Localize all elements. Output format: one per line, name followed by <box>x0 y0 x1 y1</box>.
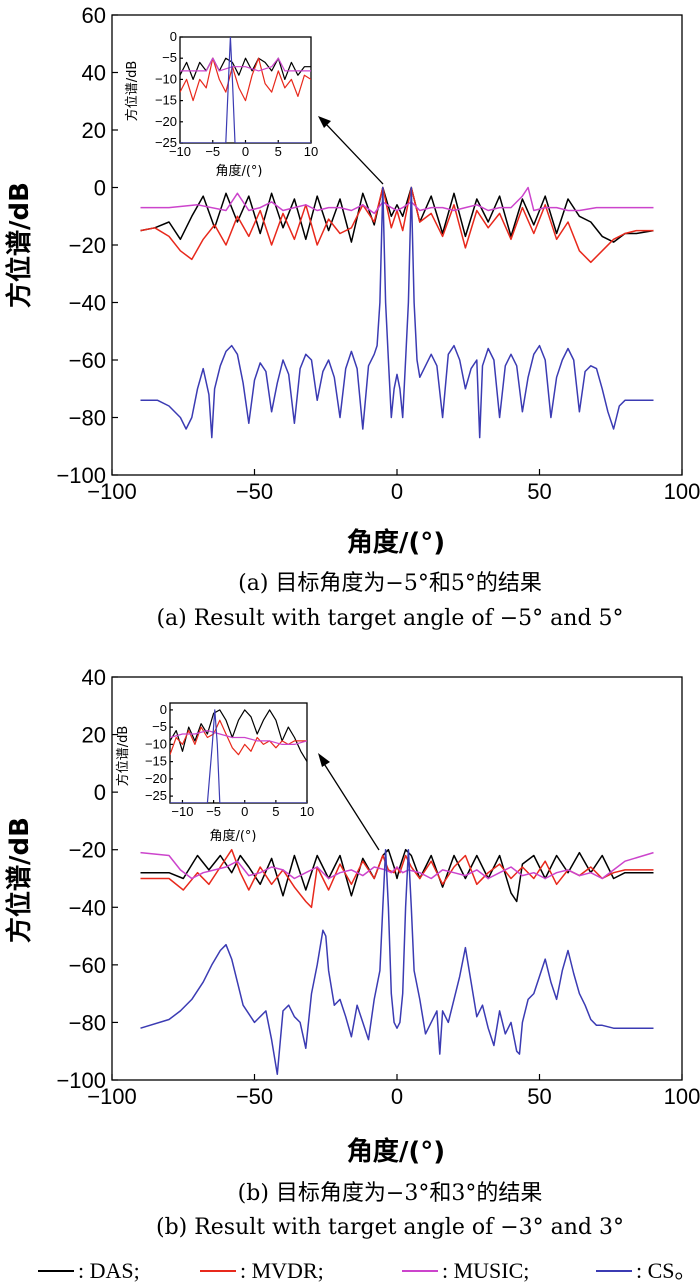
panel-a-ytick-label: 40 <box>82 61 106 86</box>
panel-a-ytick-label: −60 <box>69 348 106 373</box>
panel-a-xtick-label: 0 <box>391 479 403 504</box>
panel-a-xtick-label: −50 <box>236 479 273 504</box>
panel-b-ytick-label: 0 <box>94 780 106 805</box>
panel-b-inset-series-music <box>170 729 307 746</box>
panel-b-ytick-label: 20 <box>82 723 106 748</box>
panel-a-ytick-label: −100 <box>56 463 106 488</box>
panel-a-inset-series-mvdr <box>180 57 311 102</box>
panel-a-series-cs <box>140 186 654 439</box>
panel-b-inset: −10 −5 0 5 10 0 −5 −10 −15 −20 −25 <box>145 702 314 819</box>
panel-a-ytick-label: 20 <box>82 118 106 143</box>
panel-b-ytick-label: −40 <box>69 895 106 920</box>
panel-a-xtick-label: 50 <box>527 479 551 504</box>
panel-a-frame <box>111 14 683 476</box>
panel-b-ytick-label: 40 <box>82 665 106 690</box>
panel-b-inset-series-cs <box>170 709 307 803</box>
panel-a-inset-ylabel: 方位谱/dB <box>124 61 140 122</box>
panel-a-inset-xtick-label: 0 <box>242 144 249 159</box>
panel-b-inset-ytick-label: −15 <box>145 754 167 769</box>
panel-b-series-music <box>140 851 654 880</box>
panel-b-caption-en: (b) Result with target angle of −3° and … <box>156 1215 624 1240</box>
panel-a-inset-xtick-label: −10 <box>169 144 191 159</box>
legend-label: : CS。 <box>636 1258 697 1283</box>
panel-a-inset-arrowhead <box>318 116 331 128</box>
panel-a-inset-ytick-label: 0 <box>170 29 177 44</box>
panel-b-inset-arrowhead <box>318 753 330 767</box>
panel-a-inset-xtick-label: 5 <box>275 144 282 159</box>
panel-b-inset-ytick-label: 0 <box>160 702 167 717</box>
panel-a-series-mvdr <box>140 186 654 264</box>
panel-b-xtick-label: 50 <box>527 1084 551 1109</box>
panel-b-caption-cn: (b) 目标角度为−3°和3°的结果 <box>238 1181 543 1206</box>
panel-b-inset-ytick-label: −20 <box>145 771 167 786</box>
panel-b-xtick-label: 0 <box>391 1084 403 1109</box>
panel-a-inset: −10 −5 0 5 10 0 −5 −10 −15 −20 −25 <box>155 29 318 159</box>
panel-b-inset-series-das <box>170 709 307 762</box>
panel-b-xtick-label: −50 <box>236 1084 273 1109</box>
panel-a-inset-ytick-label: −20 <box>155 114 177 129</box>
panel-b-xlabel: 角度/(°) <box>347 1136 445 1167</box>
legend: : DAS; : MVDR; : MUSIC; : CS。 <box>38 1258 697 1283</box>
panel-a-inset-ytick-label: −10 <box>155 71 177 86</box>
panel-b-inset-xtick-label: −5 <box>206 804 221 819</box>
panel-a-inset-xtick-label: −5 <box>205 144 220 159</box>
panel-a-caption-cn: (a) 目标角度为−5°和5°的结果 <box>238 571 542 596</box>
panel-b-inset-xlabel: 角度/(°) <box>209 828 256 844</box>
panel-b-ytick-label: −20 <box>69 838 106 863</box>
legend-label: : DAS; <box>78 1258 140 1283</box>
panel-b-inset-xtick-label: 10 <box>300 804 314 819</box>
panel-b-inset-series-mvdr <box>170 719 307 756</box>
panel-a-ytick-label: 0 <box>94 176 106 201</box>
panel-a-ytick-label: −80 <box>69 406 106 431</box>
panel-b-series-cs <box>140 848 654 1075</box>
panel-a-inset-arrow <box>325 123 384 185</box>
legend-label: : MUSIC; <box>442 1258 529 1283</box>
panel-b-ytick-label: −100 <box>56 1068 106 1093</box>
panel-b-series-mvdr <box>140 848 654 909</box>
panel-a-inset-series-cs <box>180 37 311 143</box>
panel-b-ytick-label: −80 <box>69 1010 106 1035</box>
panel-a-inset-series-das <box>180 57 311 81</box>
panel-b-xtick-label: 100 <box>664 1084 700 1109</box>
panel-b-inset-arrow <box>322 761 380 851</box>
panel-a-ytick-label: 60 <box>82 3 106 28</box>
panel-a-xlabel: 角度/(°) <box>347 527 445 558</box>
panel-a-inset-ytick-label: −15 <box>155 93 177 108</box>
panel-b-series-das <box>140 848 654 903</box>
panel-a-inset-ytick-label: −25 <box>155 135 177 150</box>
panel-b-inset-ytick-label: −10 <box>145 736 167 751</box>
panel-a-inset-frame <box>179 36 312 144</box>
panel-b-ylabel: 方位谱/dB <box>4 817 35 943</box>
panel-a-inset-xlabel: 角度/(°) <box>215 163 262 179</box>
panel-a-inset-xtick-label: 10 <box>304 144 318 159</box>
panel-b-inset-xtick-label: 0 <box>241 804 248 819</box>
panel-b-xtick-label: −100 <box>87 1084 137 1109</box>
panel-b-inset-ytick-label: −25 <box>145 788 167 803</box>
panel-a-inset-ytick-label: −5 <box>162 50 177 65</box>
panel-a-caption-en: (a) Result with target angle of −5° and … <box>156 606 623 631</box>
panel-b-inset-xtick-label: 5 <box>272 804 279 819</box>
panel-a-inset-series-music <box>180 57 311 72</box>
panel-a-ytick-label: −40 <box>69 291 106 316</box>
panel-a-series-das <box>140 186 654 243</box>
legend-label: : MVDR; <box>240 1258 324 1283</box>
panel-b-inset-frame <box>169 702 308 804</box>
panel-a-xtick-label: −100 <box>87 479 137 504</box>
panel-b-inset-ytick-label: −5 <box>152 719 167 734</box>
panel-a-ytick-label: −20 <box>69 233 106 258</box>
panel-b-ytick-label: −60 <box>69 953 106 978</box>
panel-b-inset-xtick-label: −10 <box>171 804 193 819</box>
panel-a-series-music <box>140 186 654 215</box>
panel-a-xtick-label: 100 <box>664 479 700 504</box>
panel-b-inset-ylabel: 方位谱/dB <box>115 726 131 787</box>
panel-a-ylabel: 方位谱/dB <box>4 182 35 308</box>
